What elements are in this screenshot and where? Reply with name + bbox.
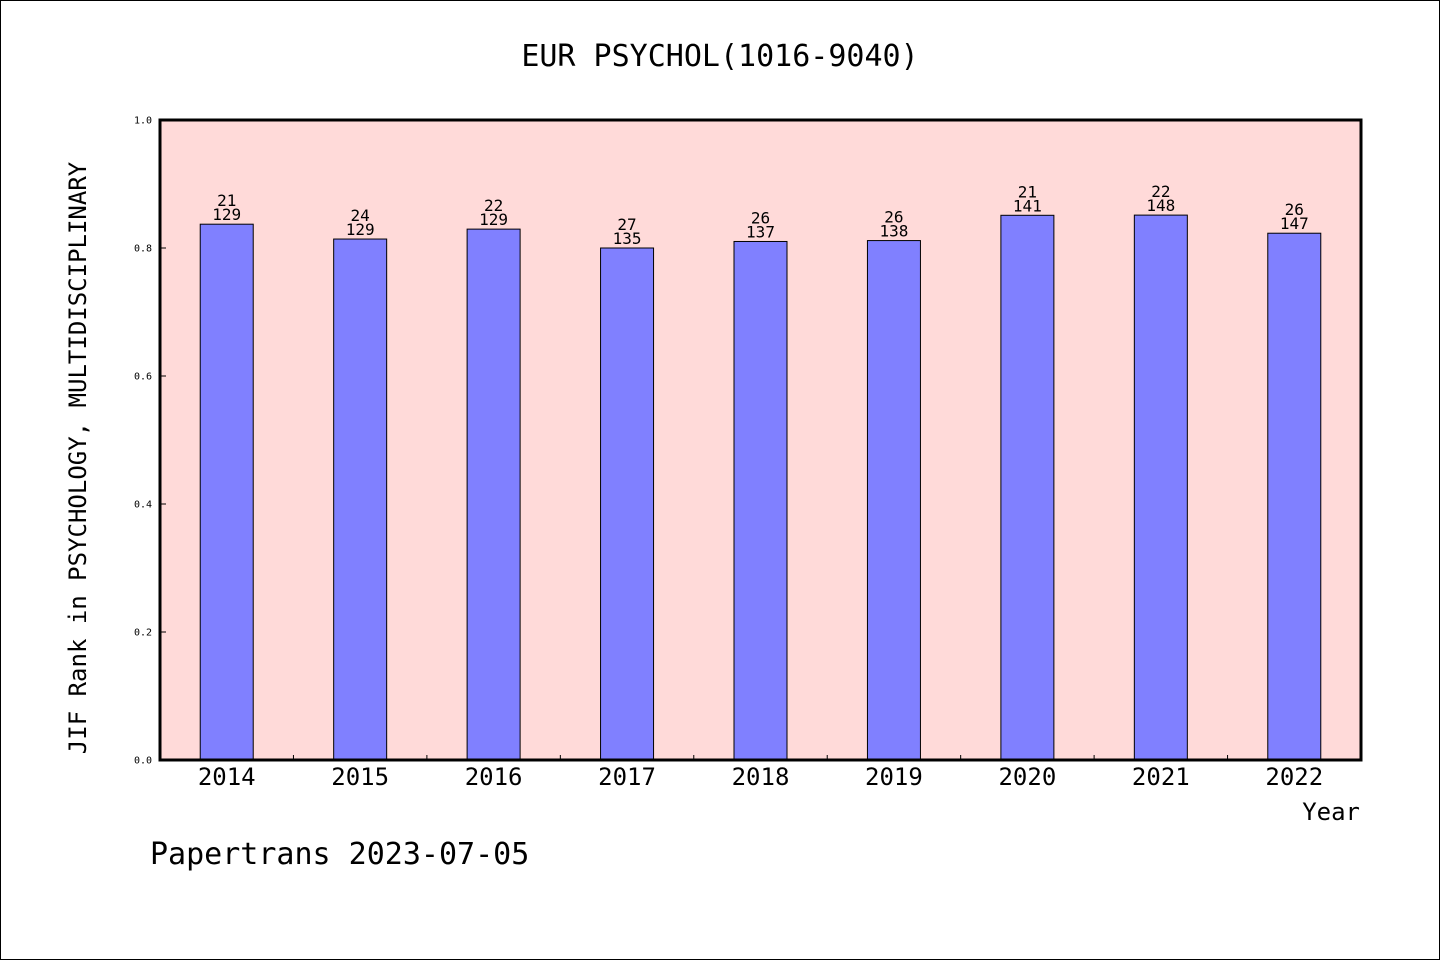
bar-rank-label: 26 — [1285, 200, 1304, 219]
bar-rank-label: 27 — [617, 215, 636, 234]
y-tick-label: 1.0 — [134, 116, 152, 127]
bar-total-label: 129 — [479, 210, 508, 229]
bar-rank-label: 26 — [884, 208, 903, 227]
bar — [199, 223, 254, 761]
x-tick-label: 2021 — [1132, 763, 1190, 791]
x-tick-label: 2015 — [331, 763, 389, 791]
bar — [1267, 232, 1322, 761]
bar — [1000, 214, 1055, 761]
bar — [466, 228, 521, 761]
bar — [600, 247, 655, 761]
x-tick-label: 2020 — [998, 763, 1056, 791]
bar-total-label: 147 — [1280, 214, 1309, 233]
y-tick-label: 0.0 — [134, 756, 152, 767]
bar-rank-label: 21 — [1018, 182, 1037, 201]
bar-total-label: 138 — [879, 222, 908, 241]
x-axis-label: Year — [1302, 798, 1360, 826]
bar-rank-label: 24 — [351, 206, 370, 225]
bar — [733, 240, 788, 761]
bar-total-label: 129 — [346, 220, 375, 239]
y-tick-label: 0.4 — [134, 500, 152, 511]
bar — [866, 240, 921, 761]
bar-total-label: 141 — [1013, 196, 1042, 215]
bar-total-label: 137 — [746, 222, 775, 241]
x-tick-label: 2017 — [598, 763, 656, 791]
bar-total-label: 135 — [613, 229, 642, 248]
bar-rank-label: 26 — [751, 208, 770, 227]
bar-rank-label: 21 — [217, 191, 236, 210]
chart-title: EUR PSYCHOL(1016-9040) — [521, 39, 918, 74]
bar-total-label: 129 — [212, 205, 241, 224]
bar-total-label: 148 — [1146, 196, 1175, 215]
x-tick-label: 2019 — [865, 763, 923, 791]
bar — [333, 238, 388, 761]
x-tick-label: 2018 — [732, 763, 790, 791]
y-tick-label: 0.2 — [134, 628, 152, 639]
x-tick-label: 2014 — [198, 763, 256, 791]
x-tick-label: 2022 — [1265, 763, 1323, 791]
y-axis-label: JIF Rank in PSYCHOLOGY, MULTIDISCIPLINAR… — [64, 161, 92, 754]
bar-rank-label: 22 — [1151, 182, 1170, 201]
y-tick-label: 0.6 — [134, 372, 152, 383]
bar-rank-label: 22 — [484, 196, 503, 215]
plot-area: 0.00.20.40.60.81.02112920142412920152212… — [134, 116, 1363, 791]
plot-border — [158, 118, 1363, 762]
footer-text: Papertrans 2023-07-05 — [150, 837, 529, 872]
y-tick-label: 0.8 — [134, 244, 152, 255]
x-tick-label: 2016 — [465, 763, 523, 791]
bar — [1133, 214, 1188, 761]
